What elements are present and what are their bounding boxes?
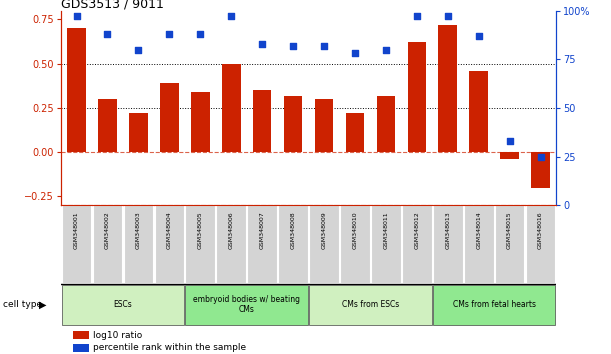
- Text: embryoid bodies w/ beating
CMs: embryoid bodies w/ beating CMs: [193, 295, 300, 314]
- Bar: [346, 113, 364, 152]
- Text: CMs from ESCs: CMs from ESCs: [342, 300, 399, 309]
- Point: [288, 43, 298, 48]
- Bar: [309, 285, 431, 325]
- Bar: [402, 205, 431, 283]
- Text: GSM348011: GSM348011: [383, 212, 389, 249]
- Bar: [191, 92, 210, 152]
- Text: GSM348004: GSM348004: [167, 212, 172, 249]
- Bar: [433, 205, 463, 283]
- Bar: [500, 152, 519, 159]
- Point: [443, 13, 453, 19]
- Text: GSM348009: GSM348009: [321, 212, 326, 249]
- Bar: [93, 205, 122, 283]
- Bar: [186, 205, 215, 283]
- Text: cell type: cell type: [3, 300, 42, 309]
- Text: GSM348014: GSM348014: [476, 212, 481, 249]
- Text: GSM348005: GSM348005: [198, 212, 203, 249]
- Bar: [186, 285, 308, 325]
- Bar: [129, 113, 148, 152]
- Text: GSM348003: GSM348003: [136, 212, 141, 249]
- Bar: [278, 205, 308, 283]
- Point: [412, 13, 422, 19]
- Point: [505, 138, 514, 144]
- Point: [381, 47, 391, 52]
- Bar: [73, 331, 89, 339]
- Point: [226, 13, 236, 19]
- Text: GSM348001: GSM348001: [74, 212, 79, 249]
- Bar: [408, 42, 426, 152]
- Text: ESCs: ESCs: [114, 300, 133, 309]
- Bar: [525, 205, 555, 283]
- Bar: [531, 152, 550, 188]
- Text: log10 ratio: log10 ratio: [93, 331, 143, 339]
- Bar: [284, 96, 302, 152]
- Text: GSM348015: GSM348015: [507, 212, 512, 249]
- Text: GSM348007: GSM348007: [260, 212, 265, 249]
- Bar: [464, 205, 494, 283]
- Bar: [469, 71, 488, 152]
- Bar: [98, 99, 117, 152]
- Bar: [495, 205, 524, 283]
- Bar: [309, 205, 339, 283]
- Bar: [433, 285, 555, 325]
- Point: [134, 47, 144, 52]
- Text: GDS3513 / 9011: GDS3513 / 9011: [61, 0, 164, 11]
- Bar: [439, 25, 457, 152]
- Text: GSM348010: GSM348010: [353, 212, 357, 249]
- Bar: [216, 205, 246, 283]
- Bar: [62, 205, 92, 283]
- Bar: [376, 96, 395, 152]
- Bar: [253, 90, 271, 152]
- Bar: [340, 205, 370, 283]
- Text: GSM348006: GSM348006: [229, 212, 234, 249]
- Bar: [222, 64, 241, 152]
- Bar: [160, 83, 178, 152]
- Point: [71, 13, 81, 19]
- Bar: [123, 205, 153, 283]
- Point: [350, 51, 360, 56]
- Text: percentile rank within the sample: percentile rank within the sample: [93, 343, 247, 352]
- Text: GSM348008: GSM348008: [291, 212, 296, 249]
- Bar: [371, 205, 401, 283]
- Bar: [315, 99, 334, 152]
- Point: [257, 41, 267, 47]
- Bar: [62, 285, 184, 325]
- Text: GSM348002: GSM348002: [105, 212, 110, 249]
- Point: [319, 43, 329, 48]
- Point: [474, 33, 483, 39]
- Text: ▶: ▶: [38, 299, 46, 309]
- Bar: [247, 205, 277, 283]
- Text: CMs from fetal hearts: CMs from fetal hearts: [453, 300, 536, 309]
- Bar: [155, 205, 184, 283]
- Point: [536, 154, 546, 159]
- Text: GSM348013: GSM348013: [445, 212, 450, 249]
- Bar: [67, 28, 86, 152]
- Text: GSM348012: GSM348012: [414, 212, 419, 249]
- Bar: [73, 344, 89, 352]
- Point: [103, 31, 112, 37]
- Point: [164, 31, 174, 37]
- Point: [196, 31, 205, 37]
- Text: GSM348016: GSM348016: [538, 212, 543, 249]
